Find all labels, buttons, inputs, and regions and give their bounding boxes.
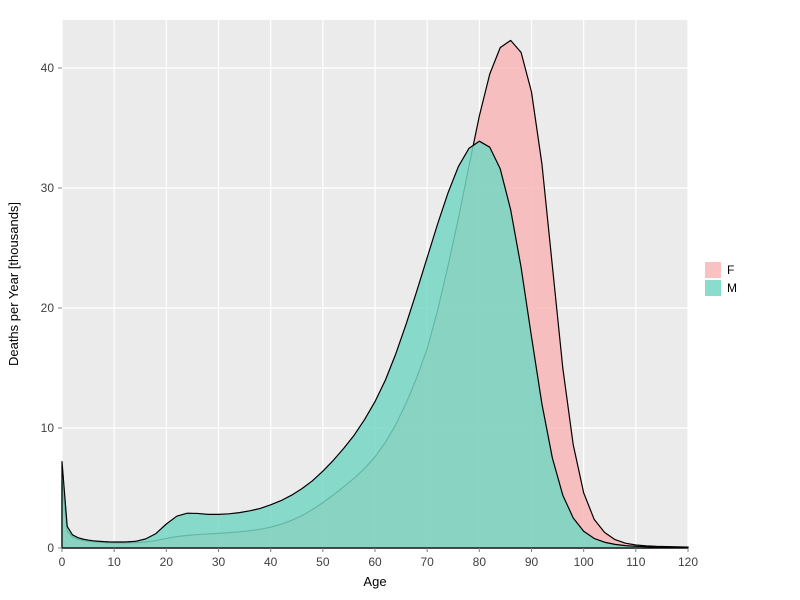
- svg-text:Age: Age: [363, 574, 386, 589]
- legend-label: F: [727, 263, 734, 277]
- svg-text:Deaths per Year [thousands]: Deaths per Year [thousands]: [6, 202, 21, 366]
- chart-svg: 0 10 20 30 40 50 60 70 80 90 100 110 120 0 10 20 30 40 Age…: [0, 0, 800, 600]
- svg-text:10: 10: [107, 555, 121, 569]
- legend-item: M: [705, 280, 737, 296]
- legend-label: M: [727, 281, 737, 295]
- legend: FM: [705, 262, 737, 298]
- svg-text:50: 50: [316, 555, 330, 569]
- deaths-by-age-chart: 0 10 20 30 40 50 60 70 80 90 100 110 120 0 10 20 30 40 Age…: [0, 0, 800, 600]
- svg-text:90: 90: [525, 555, 539, 569]
- svg-text:60: 60: [368, 555, 382, 569]
- legend-swatch: [705, 262, 721, 278]
- svg-text:0: 0: [59, 555, 66, 569]
- svg-text:30: 30: [212, 555, 226, 569]
- svg-text:80: 80: [473, 555, 487, 569]
- svg-text:40: 40: [41, 61, 55, 75]
- svg-text:30: 30: [41, 181, 55, 195]
- svg-text:10: 10: [41, 421, 55, 435]
- svg-text:20: 20: [160, 555, 174, 569]
- svg-text:100: 100: [574, 555, 594, 569]
- svg-text:120: 120: [678, 555, 698, 569]
- svg-text:40: 40: [264, 555, 278, 569]
- legend-item: F: [705, 262, 737, 278]
- svg-text:20: 20: [41, 301, 55, 315]
- legend-swatch: [705, 280, 721, 296]
- svg-text:0: 0: [47, 541, 54, 555]
- svg-text:110: 110: [626, 555, 645, 569]
- svg-text:70: 70: [420, 555, 434, 569]
